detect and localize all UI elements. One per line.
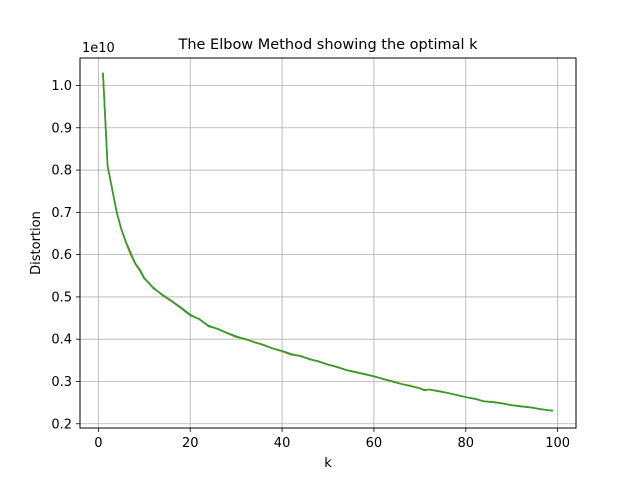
grid — [80, 58, 576, 428]
plot-frame — [79, 57, 577, 429]
x-axis-ticks: 0 20 40 60 80 100 — [94, 428, 570, 451]
y-tick-label: 0.2 — [51, 417, 72, 432]
y-tick-label: 0.9 — [51, 121, 72, 136]
y-tick-label: 0.3 — [51, 375, 72, 390]
x-tick-label: 100 — [545, 436, 570, 451]
x-tick-label: 0 — [94, 436, 102, 451]
y-tick-label: 0.8 — [51, 164, 72, 179]
y-tick-label: 1.0 — [51, 79, 72, 94]
y-tick-label: 0.5 — [51, 290, 72, 305]
y-axis-offset-label: 1e10 — [82, 41, 115, 56]
series-line-3 — [102, 72, 554, 412]
series-group — [102, 72, 554, 412]
y-tick-label: 0.4 — [51, 333, 72, 348]
x-tick-label: 60 — [366, 436, 383, 451]
x-tick-label: 40 — [274, 436, 291, 451]
x-axis-label: k — [324, 456, 332, 471]
y-axis-ticks: 0.2 0.3 0.4 0.5 0.6 0.7 0.8 0.9 1.0 — [51, 79, 80, 432]
y-tick-label: 0.6 — [51, 248, 72, 263]
y-tick-label: 0.7 — [51, 206, 72, 221]
chart-title: The Elbow Method showing the optimal k — [177, 37, 478, 53]
x-tick-label: 80 — [458, 436, 475, 451]
y-axis-label: Distortion — [29, 211, 44, 275]
x-tick-label: 20 — [182, 436, 199, 451]
